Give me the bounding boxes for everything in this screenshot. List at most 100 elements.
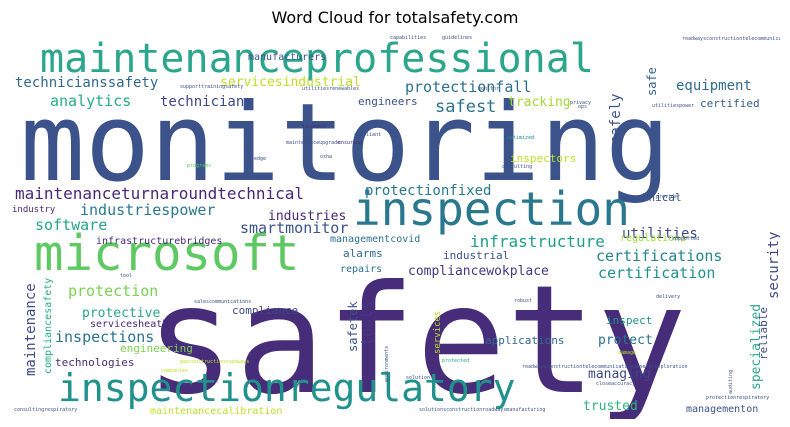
cloud-word: industrial — [443, 249, 509, 262]
cloud-word: infrastructure — [470, 232, 605, 251]
cloud-word: safe — [645, 67, 659, 96]
cloud-word: microsoft — [34, 225, 300, 282]
cloud-word: analytics — [50, 92, 131, 110]
cloud-word-small: consultingrespiratory — [14, 407, 77, 413]
cloud-word-small: gasconstructionroadways — [180, 359, 249, 365]
cloud-word: utilities — [622, 226, 698, 242]
cloud-word: smartmonitor — [240, 219, 348, 237]
cloud-word: servicesheath — [90, 319, 168, 330]
cloud-word: certification — [598, 264, 715, 282]
cloud-word: protect — [598, 333, 653, 348]
cloud-word: trusted — [583, 399, 638, 414]
cloud-word: certified — [700, 97, 760, 110]
cloud-word: protection — [68, 282, 158, 300]
cloud-word: equipment — [676, 78, 752, 94]
cloud-word: servicesindustrial — [220, 75, 361, 90]
cloud-word-small: closeaccuracy — [596, 381, 635, 387]
word-cloud-canvas: monitoring safety maintenanceprofessional i… — [12, 35, 780, 419]
cloud-word: managing — [588, 367, 651, 382]
cloud-word: engineers — [358, 95, 418, 108]
cloud-word-small: supporttrainingsafety — [180, 84, 243, 90]
cloud-word-small: utilitiesrenewables — [302, 86, 359, 92]
chart-title: Word Cloud for totalsafety.com — [271, 8, 519, 27]
cloud-word: security — [766, 232, 780, 299]
cloud-word: industry — [12, 205, 56, 215]
cloud-word: applications — [485, 334, 564, 347]
cloud-word: technologies — [55, 356, 134, 369]
cloud-word: monitoring — [20, 81, 670, 206]
cloud-word-small: monitor — [478, 86, 499, 92]
cloud-word-small: ops — [578, 104, 587, 110]
cloud-word-small: ensuring — [338, 140, 362, 146]
cloud-word: protectionfall — [405, 78, 531, 96]
cloud-word-small: edge — [254, 156, 266, 162]
cloud-word: safest — [435, 97, 496, 117]
cloud-word: certifications — [596, 247, 722, 265]
cloud-word: software — [35, 216, 107, 234]
cloud-word: technicianssafety — [15, 75, 158, 91]
cloud-word-small: salescommunications — [194, 299, 251, 305]
cloud-word: industriespower — [80, 201, 215, 219]
cloud-word: inspect — [606, 314, 652, 327]
cloud-word: maintenanceprofessional — [40, 36, 594, 82]
cloud-word-small: privacy — [570, 100, 591, 106]
cloud-word-small: optimized — [507, 135, 534, 141]
cloud-word: tools — [358, 301, 376, 346]
cloud-word: protective — [82, 306, 160, 321]
cloud-word: technicians — [160, 94, 253, 110]
cloud-word-small: companies — [161, 368, 188, 374]
cloud-word: inspection — [353, 182, 630, 236]
cloud-word: services — [433, 311, 443, 354]
cloud-word: safety — [145, 254, 687, 419]
cloud-word: compliancesafety — [43, 278, 54, 374]
cloud-word: compliancewokplace — [408, 264, 549, 279]
cloud-word: managementcovid — [330, 234, 420, 245]
cloud-word-small: delivery — [656, 294, 680, 300]
cloud-word: engineering — [120, 342, 193, 355]
cloud-word-small: maintenanceupgrade — [286, 140, 340, 146]
cloud-word-small: programs — [187, 163, 211, 169]
cloud-word-small: robust — [514, 298, 532, 304]
cloud-word-small: provider — [656, 194, 680, 200]
cloud-word-small: osha — [320, 154, 332, 160]
cloud-word: repairs — [340, 264, 382, 275]
cloud-word: manufacturers — [248, 52, 326, 63]
cloud-word-small: capabilities — [390, 35, 426, 41]
cloud-word-small: auditing — [728, 370, 734, 394]
cloud-word-small: damage — [618, 350, 636, 356]
cloud-word-small: roadwaysconstructiontelecommunications — [682, 36, 780, 42]
cloud-word: infrastructurebridges — [96, 236, 222, 247]
cloud-word: maintenanceturnaroundtechnical — [15, 184, 304, 203]
cloud-word-small: solutionsconstructionroadwaysmanufacturi… — [419, 407, 545, 413]
cloud-word-small: compliant — [354, 132, 381, 138]
cloud-word: inspectionregulatory — [58, 366, 516, 410]
cloud-word: maintenancecalibration — [150, 406, 282, 417]
cloud-word-small: utilitiespower — [652, 103, 694, 109]
cloud-word: specialized — [749, 304, 764, 390]
cloud-word-small: solutions — [406, 375, 433, 381]
cloud-word: protectionfixed — [365, 183, 491, 199]
cloud-word-small: environments — [384, 346, 390, 382]
cloud-word-small: supported — [672, 236, 699, 242]
cloud-word: inspections — [55, 328, 154, 346]
cloud-word: inspectors — [510, 152, 576, 165]
cloud-word: managementon — [686, 404, 758, 415]
cloud-word-small: protected — [442, 358, 469, 364]
cloud-word-small: roadwaysconstructiontelecommunicationsen… — [522, 364, 688, 370]
cloud-word: safetek — [346, 301, 360, 352]
word-cloud: monitoring safety maintenanceprofessional i… — [10, 34, 780, 419]
cloud-word: maintenance — [23, 283, 39, 376]
cloud-word: regulations — [620, 233, 686, 244]
cloud-word-small: consulting — [502, 164, 532, 170]
cloud-word-small: licenses — [302, 124, 326, 130]
cloud-word-small: tool — [120, 273, 132, 279]
cloud-word: reliable — [757, 307, 770, 360]
cloud-word: tracking — [508, 95, 571, 110]
cloud-word-small: guidelines — [442, 35, 472, 41]
cloud-word: safely — [608, 93, 624, 144]
cloud-word: technical — [622, 191, 682, 204]
cloud-word: compliance — [232, 304, 298, 317]
cloud-word: industries — [268, 209, 346, 224]
cloud-word-small: protectionrespiratory — [706, 395, 769, 401]
cloud-word: alarms — [343, 247, 383, 260]
